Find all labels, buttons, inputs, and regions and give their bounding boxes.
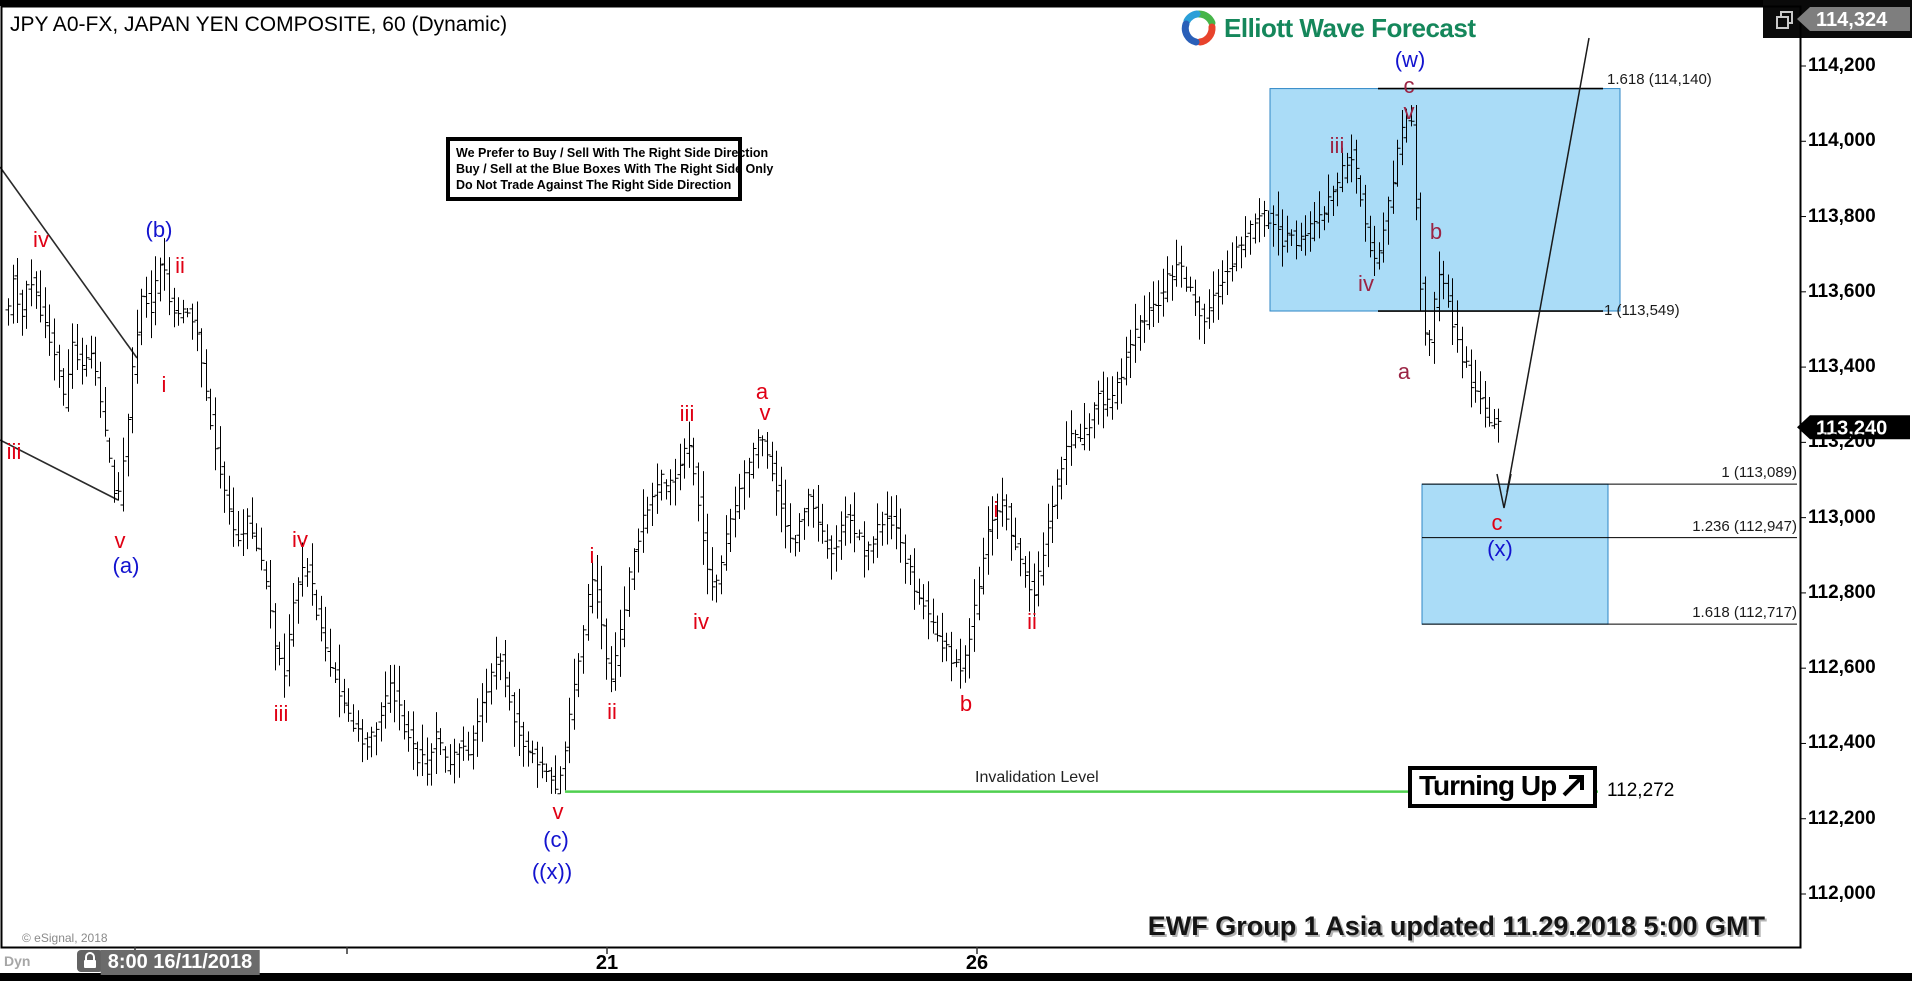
projection-arrow-line — [1506, 37, 1590, 493]
y-axis-label: 113,800 — [1808, 205, 1876, 227]
fib-label: 1.618 (114,140) — [1607, 70, 1712, 88]
projection-arrow-head — [1496, 473, 1512, 509]
y-axis-label: 112,000 — [1808, 883, 1876, 904]
wave-label-x: ((x)) — [531, 859, 573, 884]
wave-label-ii: ii — [1027, 609, 1037, 634]
wave-label-iv: iv — [33, 227, 49, 252]
y-axis-label: 112,200 — [1808, 807, 1876, 829]
invalidation-level-label: Invalidation Level — [975, 768, 1099, 786]
wave-label-c: (c) — [543, 827, 569, 852]
note-line-2: Buy / Sell at the Blue Boxes With The Ri… — [456, 162, 774, 176]
ewf-logo: Elliott Wave Forecast — [1181, 10, 1476, 46]
y-axis-label: 114,000 — [1808, 130, 1876, 152]
lower-blue-box — [1421, 483, 1609, 625]
note-line-3: Do Not Trade Against The Right Side Dire… — [456, 178, 732, 192]
dyn-mode-button[interactable]: Dyn — [4, 953, 31, 969]
wave-label-iii: iii — [679, 401, 695, 426]
ewf-logo-text: Elliott Wave Forecast — [1224, 12, 1476, 43]
fib-label: 1 (113,089) — [1721, 464, 1797, 482]
top-border-bar — [0, 0, 1912, 6]
turning-up-badge: Turning Up — [1408, 766, 1598, 808]
wave-label-b: (b) — [145, 217, 173, 242]
wave-label-i: i — [993, 497, 999, 522]
wave-label-c: c — [1491, 510, 1503, 535]
x-axis-label: 26 — [965, 952, 989, 974]
note-line-1: We Prefer to Buy / Sell With The Right S… — [456, 146, 769, 160]
ewf-logo-swirl-icon — [1181, 10, 1216, 46]
chart-title: JPY A0-FX, JAPAN YEN COMPOSITE, 60 (Dyna… — [10, 13, 508, 36]
wave-label-iii: iii — [1329, 133, 1345, 158]
y-axis-label: 113,400 — [1808, 356, 1876, 378]
fib-label: 1.236 (112,947) — [1692, 517, 1797, 535]
invalidation-price-label: 112,272 — [1607, 779, 1675, 801]
chart-frame — [0, 5, 1802, 949]
y-axis-label: 112,600 — [1808, 657, 1876, 679]
wave-label-v: v — [1403, 99, 1415, 124]
wave-label-v: v — [759, 400, 771, 425]
wave-label-i: i — [589, 543, 595, 568]
wave-label-ii: ii — [607, 699, 617, 724]
wave-label-iv: iv — [292, 527, 308, 552]
wave-label-v: v — [114, 528, 126, 553]
padlock-icon — [77, 950, 103, 972]
x-axis-label: 21 — [595, 952, 619, 974]
y-axis-label: 112,400 — [1808, 732, 1876, 754]
wave-label-b: b — [1429, 219, 1443, 244]
turning-up-label: Turning Up — [1419, 770, 1557, 801]
y-axis-label: 113,000 — [1808, 506, 1876, 528]
bottom-border-bar — [0, 973, 1912, 981]
fib-label: 1 (113,549) — [1604, 302, 1680, 319]
svg-text:113,240: 113,240 — [1816, 417, 1887, 439]
wave-label-x: (x) — [1487, 536, 1513, 561]
y-axis-label: 113,600 — [1808, 280, 1876, 302]
wave-label-a: a — [1397, 359, 1411, 384]
y-axis-label: 112,800 — [1808, 581, 1876, 603]
wave-label-i: i — [161, 372, 167, 397]
x-axis-label: 8:00 16/11/2018 — [100, 950, 260, 975]
wave-label-iv: iv — [1358, 271, 1374, 296]
restore-window-button[interactable] — [1773, 8, 1797, 32]
trend-line — [0, 166, 138, 359]
wave-label-a: a — [755, 379, 769, 404]
y-axis-label: 113,200 — [1808, 431, 1876, 453]
trend-line — [0, 439, 119, 501]
wave-label-w: (w) — [1394, 47, 1426, 72]
upper-blue-box — [1269, 88, 1621, 312]
lock-button[interactable] — [77, 950, 103, 977]
trading-note-box: We Prefer to Buy / Sell With The Right S… — [446, 137, 774, 201]
window-high-tag: 114,324 — [1797, 7, 1910, 31]
wave-label-a: (a) — [112, 553, 140, 578]
current-price-tag: 113,240 — [1797, 415, 1910, 440]
arrow-up-right-icon — [1562, 775, 1585, 797]
wave-label-ii: ii — [175, 253, 185, 278]
price-bars — [5, 105, 1502, 795]
wave-label-iii: iii — [273, 701, 289, 726]
wave-label-iii: iii — [6, 439, 22, 464]
wave-label-iv: iv — [693, 609, 709, 634]
y-axis-label: 114,200 — [1808, 55, 1876, 76]
update-note: EWF Group 1 Asia updated 11.29.2018 5:00… — [1147, 911, 1765, 941]
wave-label-c: c — [1403, 73, 1415, 98]
restore-window-icon — [1776, 11, 1793, 29]
copyright-label: © eSignal, 2018 — [22, 931, 108, 945]
svg-text:114,324: 114,324 — [1816, 9, 1888, 31]
fib-label: 1.618 (112,717) — [1692, 604, 1797, 622]
wave-label-v: v — [552, 799, 564, 824]
wave-label-b: b — [959, 691, 973, 716]
